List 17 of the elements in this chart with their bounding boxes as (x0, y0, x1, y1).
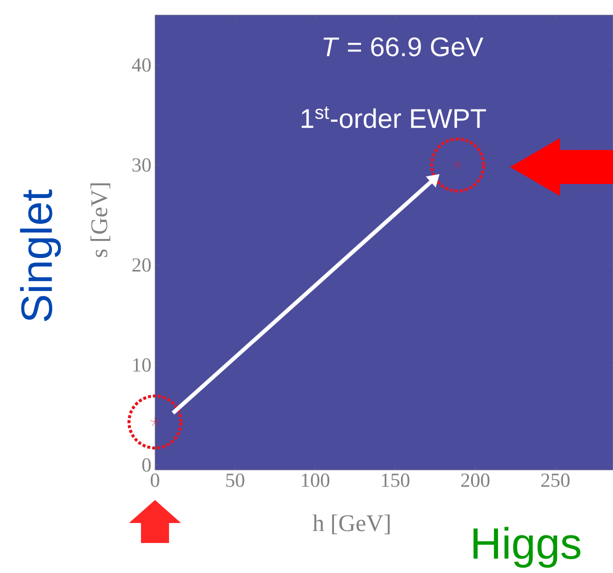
y-tick-label: 0 (142, 458, 151, 472)
y-tick-label: 10 (133, 358, 151, 372)
annotation: 1$^{st}$-order EWPT (302, 106, 486, 128)
annotation: T = 66.9 GeV (324, 37, 484, 56)
x-tick-label: 200 (461, 474, 490, 487)
x-tick-label: 50 (226, 474, 244, 487)
x-tick-label: 0 (150, 474, 160, 487)
x-tick-label: 150 (382, 474, 410, 487)
text: Singlet (20, 189, 61, 322)
y-tick-label: 30 (132, 158, 151, 172)
y-tick-label: 20 (132, 258, 151, 272)
x-tick-label: 250 (541, 474, 570, 487)
x-axis-title: h [GeV] (312, 514, 390, 534)
text: Higgs (474, 526, 580, 568)
y-axis-title: s [GeV] (90, 183, 110, 257)
x-tick-label: 100 (302, 474, 330, 487)
y-tick-label: 40 (132, 58, 151, 72)
